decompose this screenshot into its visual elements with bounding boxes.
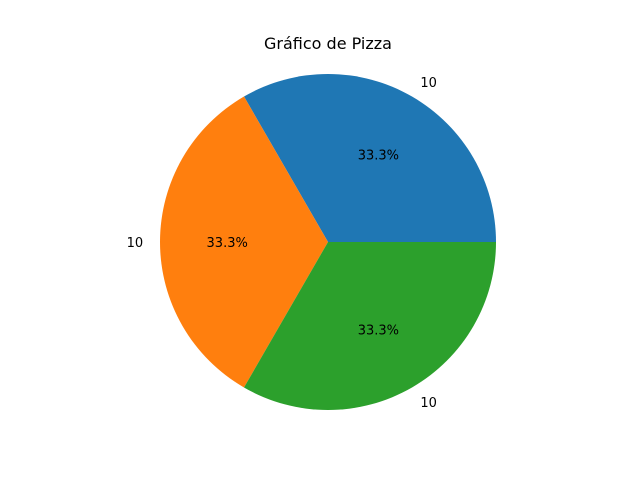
pie-slice-3 [244, 242, 496, 410]
pie-slice-1 [244, 73, 496, 242]
chart-title: Gráfico de Pizza [264, 34, 392, 53]
slice-percent-label-2: 33.3% [207, 236, 248, 251]
slice-label-3: 10 [420, 396, 437, 411]
slice-percent-label-1: 33.3% [358, 149, 399, 164]
pie-slices [160, 73, 496, 410]
pie-slice-2 [160, 96, 328, 388]
slice-label-1: 10 [420, 76, 437, 91]
pie-labels: 10 33.3% 10 33.3% 10 33.3% [127, 76, 437, 411]
slice-percent-label-3: 33.3% [358, 323, 399, 338]
slice-label-2: 10 [127, 236, 144, 251]
